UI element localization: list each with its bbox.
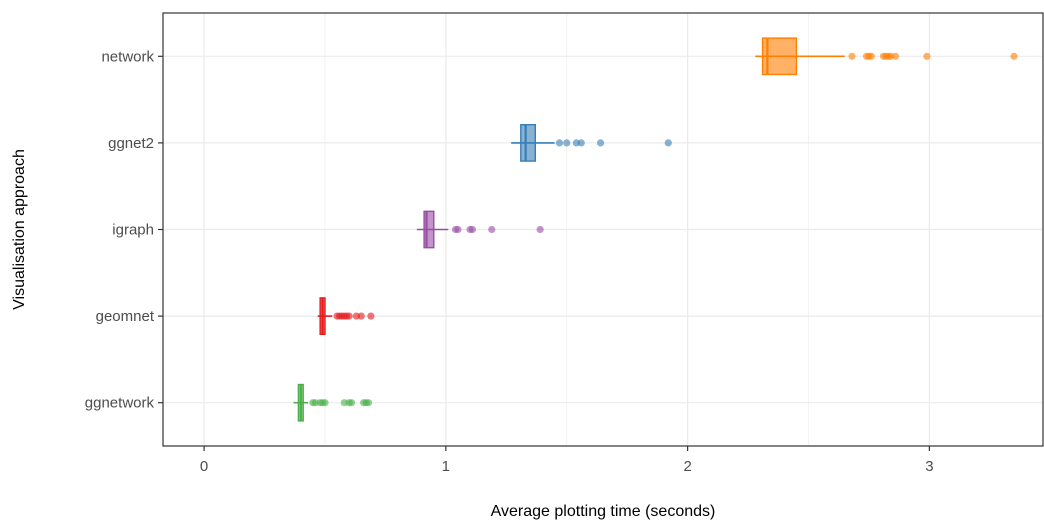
outlier-point xyxy=(848,52,856,60)
outlier-point xyxy=(488,225,496,234)
axis-ticks xyxy=(158,55,930,451)
x-tick-label: 0 xyxy=(200,458,208,475)
y-tick-label: network xyxy=(101,48,154,65)
outlier-point xyxy=(454,225,462,234)
x-axis-title: Average plotting time (seconds) xyxy=(491,503,716,520)
outlier-point xyxy=(364,399,373,407)
outlier-point xyxy=(345,312,353,320)
x-tick-labels: 0 1 2 3 xyxy=(200,458,934,475)
x-tick-label: 3 xyxy=(925,458,933,475)
box xyxy=(520,124,537,162)
outlier-point xyxy=(357,312,365,320)
y-tick-label: geomnet xyxy=(96,308,155,325)
outlier-point xyxy=(555,139,564,147)
outlier-point xyxy=(664,139,672,147)
y-tick-label: igraph xyxy=(112,222,154,239)
box-group-igraph xyxy=(416,210,544,249)
outlier-point xyxy=(577,139,585,147)
box-group-ggnet2 xyxy=(511,124,672,162)
box-group-geomnet xyxy=(317,297,375,335)
outlier-point xyxy=(468,225,477,234)
outlier-point xyxy=(867,52,875,60)
box xyxy=(423,210,435,249)
outlier-point xyxy=(367,312,375,320)
y-tick-label: ggnetwork xyxy=(85,395,155,412)
outlier-point xyxy=(923,52,931,60)
outlier-point xyxy=(563,139,571,147)
y-tick-labels: network ggnet2 igraph geomnet ggnetwork xyxy=(85,48,155,411)
outlier-point xyxy=(321,399,329,407)
y-tick-label: ggnet2 xyxy=(108,135,154,152)
outlier-point xyxy=(1010,52,1018,60)
outlier-point xyxy=(596,139,605,147)
box-plots xyxy=(293,37,1018,422)
x-tick-label: 1 xyxy=(442,458,450,475)
box-group-ggnetwork xyxy=(293,383,373,422)
x-tick-label: 2 xyxy=(683,458,691,475)
y-axis-title: Visualisation approach xyxy=(11,149,28,310)
outlier-point xyxy=(536,225,544,234)
box-group-network xyxy=(755,37,1018,76)
outlier-point xyxy=(347,399,356,407)
outlier-point xyxy=(891,52,900,60)
